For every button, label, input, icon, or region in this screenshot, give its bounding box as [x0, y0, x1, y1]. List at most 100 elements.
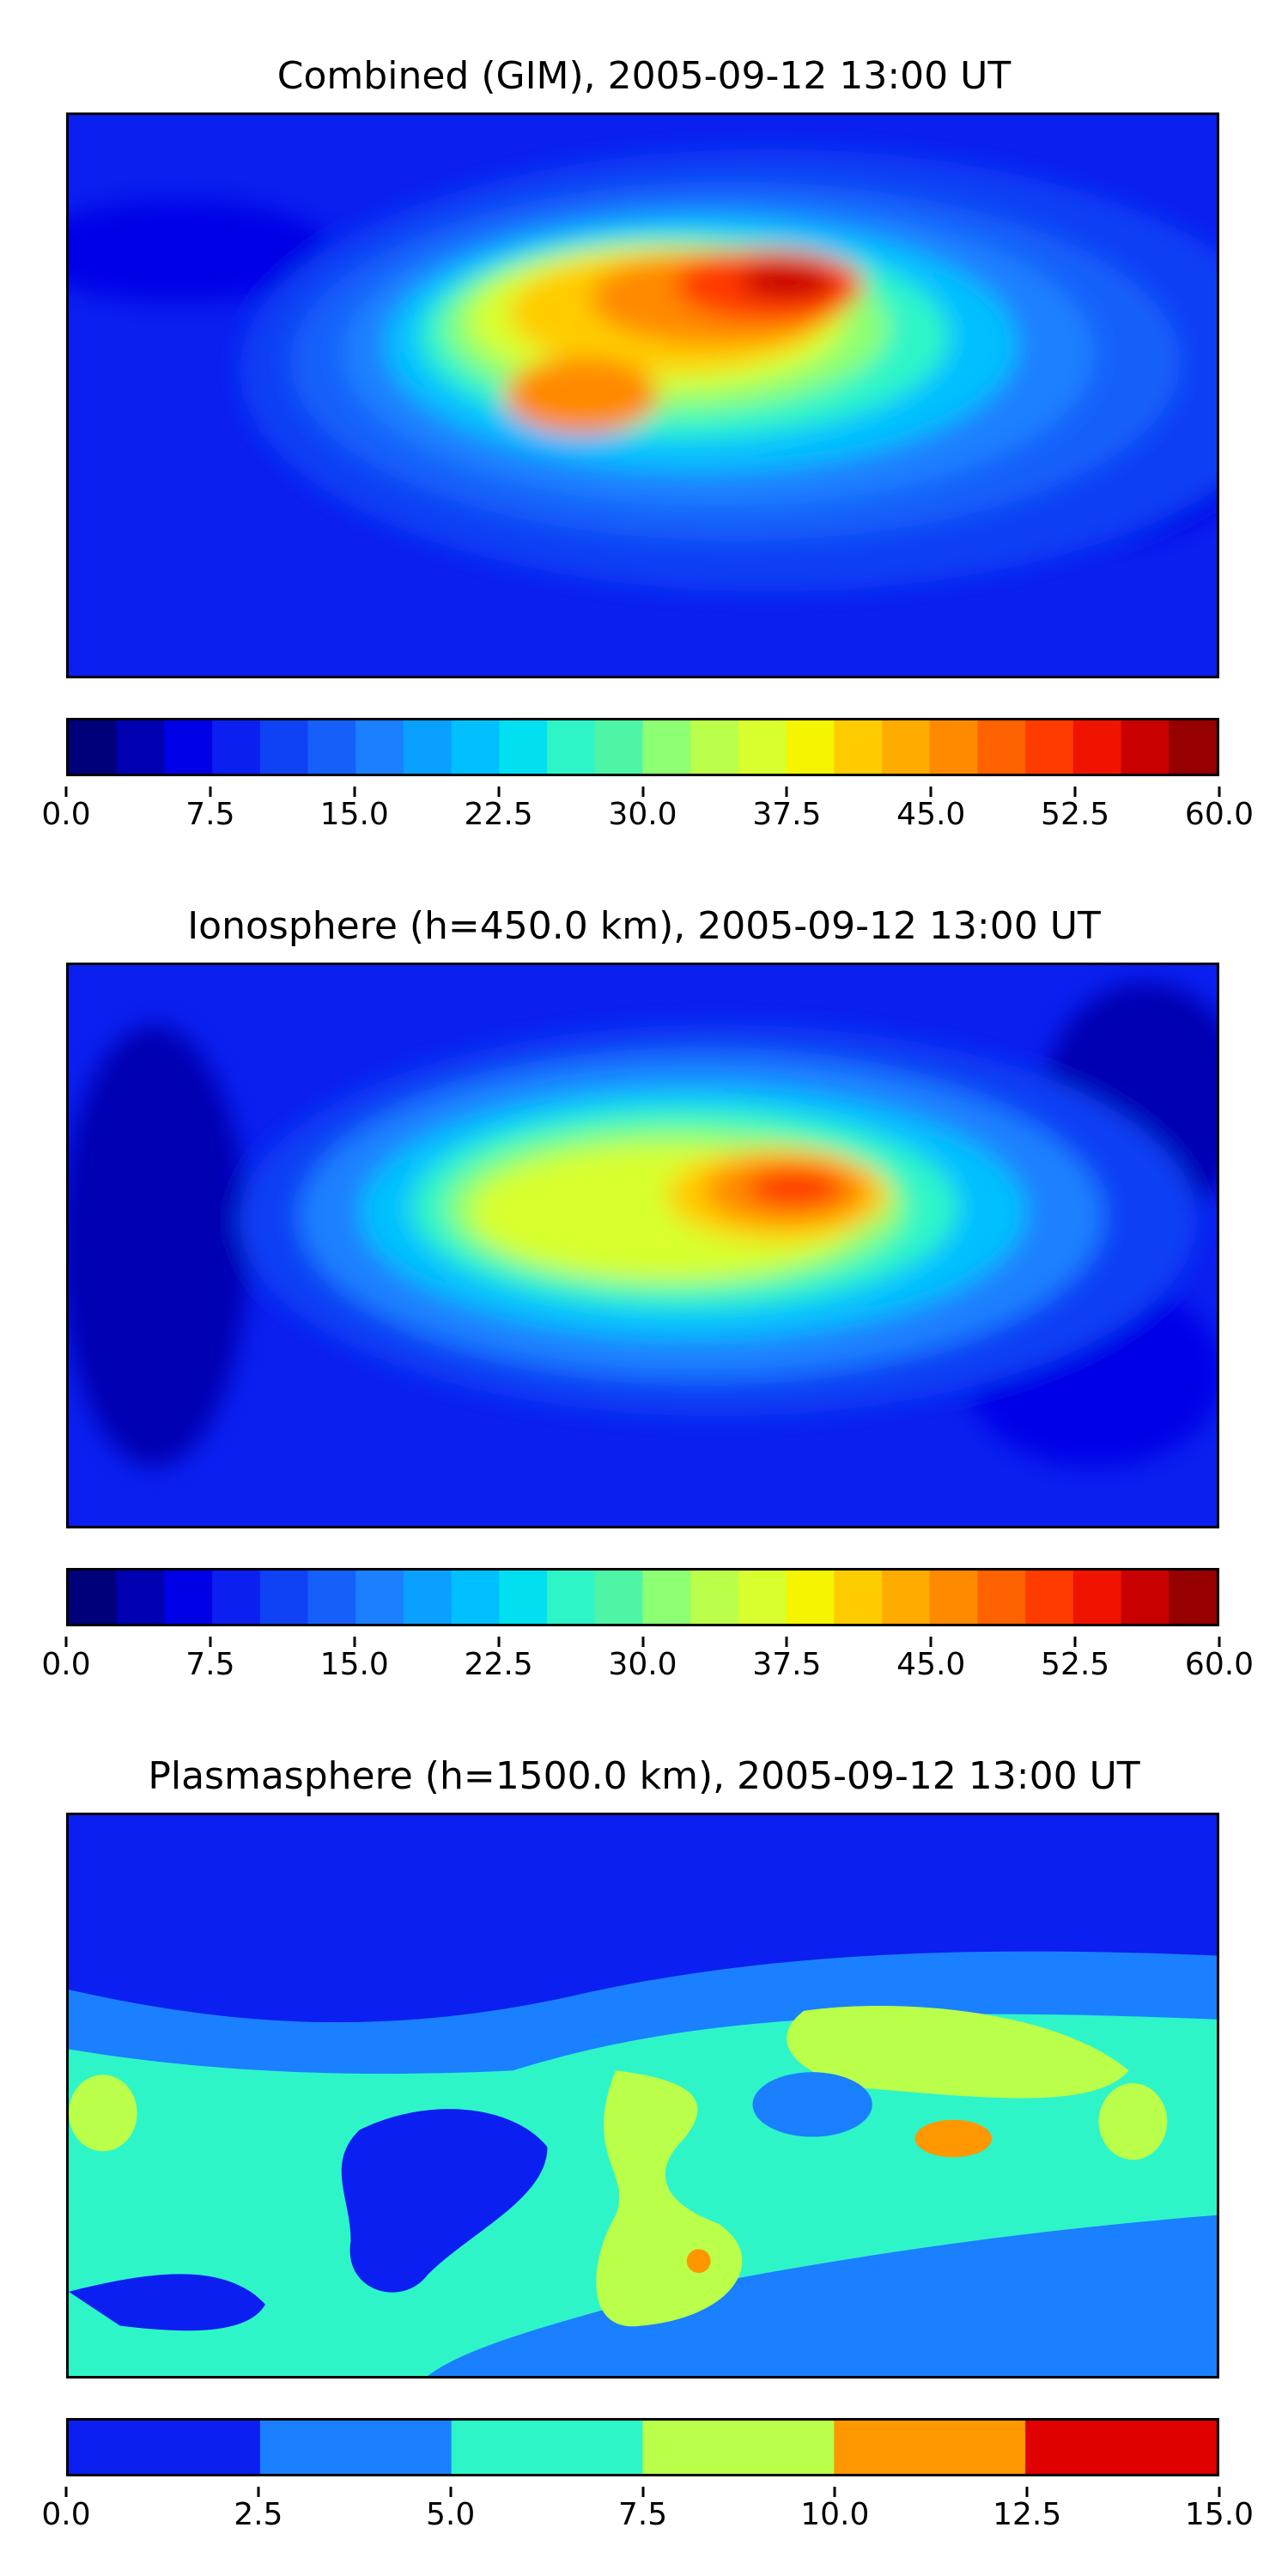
colorbar-tick-label: 0.0 — [41, 1647, 91, 1682]
colorbar-swatch — [164, 1571, 213, 1624]
colorbar-swatch — [1121, 1571, 1170, 1624]
colorbar-swatch — [164, 720, 213, 774]
panel-1-field — [69, 115, 1217, 676]
colorbar-swatch — [547, 720, 596, 774]
colorbar-swatch — [642, 720, 691, 774]
colorbar-tick-label: 37.5 — [752, 797, 822, 832]
colorbar-swatch — [882, 1571, 931, 1624]
colorbar-swatch — [259, 720, 309, 774]
panel-3-field — [69, 1815, 1217, 2376]
colorbar-swatch — [690, 720, 739, 774]
colorbar-tick-label: 22.5 — [464, 797, 533, 832]
colorbar-tick-label: 45.0 — [896, 1647, 966, 1682]
colorbar-swatch — [594, 720, 644, 774]
colorbar-swatch — [116, 1571, 166, 1624]
colorbar-swatch — [1025, 1571, 1074, 1624]
colorbar-tick-mark — [497, 787, 501, 797]
colorbar-tick-label: 30.0 — [608, 1647, 677, 1682]
colorbar-swatch — [834, 720, 883, 774]
colorbar-swatch — [929, 720, 979, 774]
colorbar-swatch — [259, 1571, 309, 1624]
panel-3-map — [66, 1813, 1219, 2379]
colorbar-tick-label: 0.0 — [41, 2497, 91, 2532]
colorbar-tick-mark — [64, 1637, 68, 1647]
colorbar-swatch — [403, 720, 453, 774]
panel-3-colorbar-swatches — [69, 2421, 1217, 2474]
colorbar-swatch — [451, 2421, 644, 2474]
panel-1-title: Combined (GIM), 2005-09-12 13:00 UT — [276, 54, 1012, 98]
colorbar-swatch — [451, 720, 500, 774]
colorbar-tick-label: 60.0 — [1184, 1647, 1255, 1682]
colorbar-swatch — [690, 1571, 739, 1624]
colorbar-tick-label: 12.5 — [993, 2497, 1062, 2532]
colorbar-tick-label: 52.5 — [1041, 797, 1110, 832]
colorbar-tick-mark — [785, 787, 788, 797]
colorbar-tick-label: 60.0 — [1184, 797, 1255, 832]
colorbar-tick-mark — [641, 787, 644, 797]
colorbar-tick-label: 45.0 — [896, 797, 966, 832]
colorbar-swatch — [69, 2421, 261, 2474]
colorbar-tick-mark — [929, 787, 933, 797]
colorbar-swatch — [1025, 720, 1074, 774]
colorbar-swatch — [212, 1571, 261, 1624]
panel-2-colorbar-ticks: 0.0 7.5 15.0 22.5 30.0 37.5 45.0 52.5 60.0 — [0, 1637, 1288, 1698]
colorbar-swatch — [116, 720, 166, 774]
colorbar-tick-label: 15.0 — [319, 1647, 389, 1682]
colorbar-tick-mark — [64, 2487, 68, 2497]
colorbar-swatch — [355, 720, 404, 774]
panel-1-colorbar-swatches — [69, 720, 1217, 774]
panel-1-colorbar — [66, 718, 1219, 776]
colorbar-swatch — [1121, 720, 1170, 774]
panel-2-colorbar — [66, 1568, 1219, 1626]
colorbar-swatch — [1072, 1571, 1122, 1624]
colorbar-swatch — [929, 1571, 979, 1624]
colorbar-tick-mark — [1218, 2487, 1221, 2497]
colorbar-tick-mark — [449, 2487, 453, 2497]
colorbar-tick-mark — [1025, 2487, 1029, 2497]
colorbar-tick-mark — [641, 2487, 644, 2497]
colorbar-tick-mark — [257, 2487, 260, 2497]
colorbar-swatch — [882, 720, 931, 774]
colorbar-tick-label: 52.5 — [1041, 1647, 1110, 1682]
colorbar-tick-label: 2.5 — [234, 2497, 283, 2532]
colorbar-swatch — [403, 1571, 453, 1624]
colorbar-tick-mark — [209, 787, 212, 797]
colorbar-tick-mark — [1073, 1637, 1077, 1647]
colorbar-tick-label: 37.5 — [752, 1647, 822, 1682]
panel-2-map — [66, 963, 1219, 1528]
colorbar-tick-mark — [353, 1637, 356, 1647]
panel-3-colorbar-ticks: 0.0 2.5 5.0 7.5 10.0 12.5 15.0 — [0, 2487, 1288, 2549]
colorbar-swatch — [259, 2421, 453, 2474]
colorbar-tick-label: 0.0 — [41, 797, 91, 832]
panel-1-colorbar-ticks: 0.0 7.5 15.0 22.5 30.0 37.5 45.0 52.5 60.0 — [0, 787, 1288, 848]
colorbar-tick-label: 10.0 — [800, 2497, 870, 2532]
colorbar-tick-label: 22.5 — [464, 1647, 533, 1682]
colorbar-swatch — [69, 720, 118, 774]
colorbar-tick-label: 15.0 — [1184, 2497, 1255, 2532]
colorbar-swatch — [307, 1571, 356, 1624]
colorbar-tick-mark — [929, 1637, 933, 1647]
colorbar-swatch — [977, 720, 1026, 774]
panel-1-map — [66, 112, 1219, 678]
colorbar-swatch — [642, 2421, 835, 2474]
panel-3-colorbar — [66, 2418, 1219, 2476]
colorbar-swatch — [977, 1571, 1026, 1624]
colorbar-swatch — [307, 720, 356, 774]
colorbar-swatch — [786, 720, 835, 774]
colorbar-swatch — [212, 720, 261, 774]
colorbar-swatch — [738, 720, 787, 774]
colorbar-tick-label: 7.5 — [617, 2497, 668, 2532]
colorbar-swatch — [738, 1571, 787, 1624]
colorbar-swatch — [1169, 720, 1217, 774]
colorbar-tick-label: 15.0 — [319, 797, 389, 832]
colorbar-tick-label: 7.5 — [185, 797, 235, 832]
panel-3-title: Plasmasphere (h=1500.0 km), 2005-09-12 1… — [148, 1754, 1140, 1798]
panel-2-field — [69, 965, 1217, 1526]
colorbar-swatch — [834, 2421, 1026, 2474]
colorbar-tick-mark — [833, 2487, 836, 2497]
colorbar-tick-mark — [1218, 1637, 1221, 1647]
colorbar-tick-mark — [353, 787, 356, 797]
panel-2-title: Ionosphere (h=450.0 km), 2005-09-12 13:0… — [187, 904, 1101, 948]
colorbar-swatch — [1169, 1571, 1217, 1624]
colorbar-swatch — [786, 1571, 835, 1624]
